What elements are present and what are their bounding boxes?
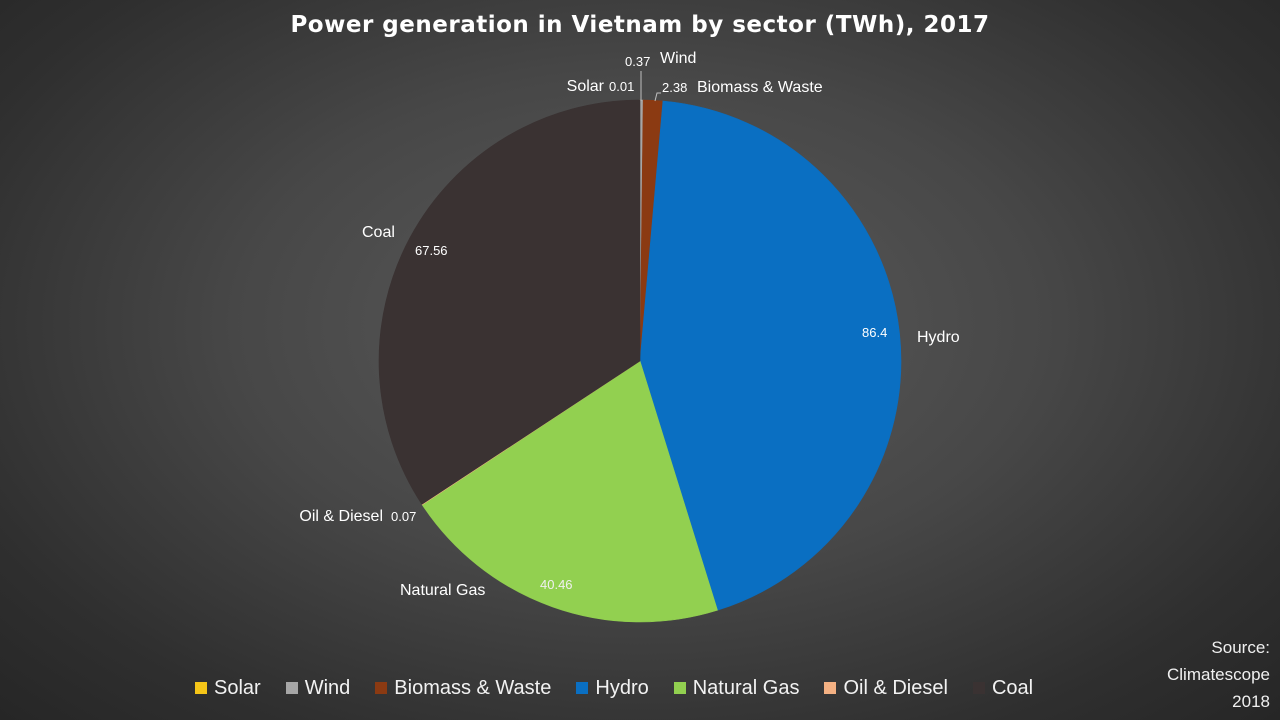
chart-legend: Solar Wind Biomass & Waste Hydro Natural Gas… <box>195 675 1058 701</box>
value-label-coal: 67.56 <box>415 243 448 258</box>
legend-item-coal: Coal <box>972 676 1034 700</box>
legend-label-biomass-and-waste: Biomass & Waste <box>394 676 552 699</box>
value-label-natural-gas: 40.46 <box>540 577 573 592</box>
legend-swatch-coal <box>972 682 985 694</box>
leader-line-biomass-and-waste <box>654 92 661 102</box>
legend-item-biomass-and-waste: Biomass & Waste <box>375 677 551 700</box>
legend-label-wind: Wind <box>304 676 351 699</box>
category-label-hydro: Hydro <box>917 329 960 346</box>
source-line-3: 2018 <box>1232 692 1270 711</box>
legend-swatch-solar <box>195 682 207 694</box>
legend-label-solar: Solar <box>214 676 261 699</box>
category-label-solar: Solar <box>567 78 605 95</box>
leader-lines <box>640 71 661 102</box>
legend-swatch-biomass-and-waste <box>375 682 388 694</box>
category-label-biomass-and-waste: Biomass & Waste <box>697 79 823 96</box>
legend-item-wind: Wind <box>285 676 351 700</box>
pie-slice-natural-gas <box>421 360 718 623</box>
legend-label-coal: Coal <box>991 676 1034 699</box>
value-label-oil-and-diesel: 0.07 <box>391 509 416 524</box>
category-label-oil-and-diesel: Oil & Diesel <box>299 508 383 525</box>
value-label-wind: 0.37 <box>625 54 650 69</box>
legend-item-natural-gas: Natural Gas <box>673 676 800 700</box>
legend-label-oil-and-diesel: Oil & Diesel <box>843 676 948 699</box>
source-line-2: Climatescope <box>1167 665 1270 684</box>
category-label-natural-gas: Natural Gas <box>400 582 485 599</box>
value-label-biomass-and-waste: 2.38 <box>662 80 687 95</box>
source-note: Source: Climatescope 2018 <box>1167 634 1270 715</box>
chart-title: Power generation in Vietnam by sector (T… <box>290 12 990 38</box>
pie-slice-coal <box>378 99 641 505</box>
legend-label-hydro: Hydro <box>595 676 649 699</box>
value-label-hydro: 86.4 <box>862 325 887 340</box>
pie-labels: Solar 0.01 Wind 0.37 Biomass & Waste 2.38 Hydr… <box>299 50 959 599</box>
legend-swatch-oil-and-diesel <box>824 682 837 694</box>
source-line-1: Source: <box>1211 638 1270 657</box>
category-label-coal: Coal <box>362 224 395 241</box>
legend-swatch-natural-gas <box>673 682 686 694</box>
legend-item-solar: Solar <box>195 677 261 700</box>
legend-swatch-wind <box>285 682 298 694</box>
category-label-wind: Wind <box>660 50 696 67</box>
legend-swatch-hydro <box>576 682 589 694</box>
legend-item-hydro: Hydro <box>576 676 649 700</box>
legend-item-oil-and-diesel: Oil & Diesel <box>824 676 948 700</box>
legend-label-natural-gas: Natural Gas <box>692 676 800 699</box>
pie-slices <box>378 99 902 623</box>
pie-slice-hydro <box>639 100 902 611</box>
value-label-solar: 0.01 <box>609 79 634 94</box>
